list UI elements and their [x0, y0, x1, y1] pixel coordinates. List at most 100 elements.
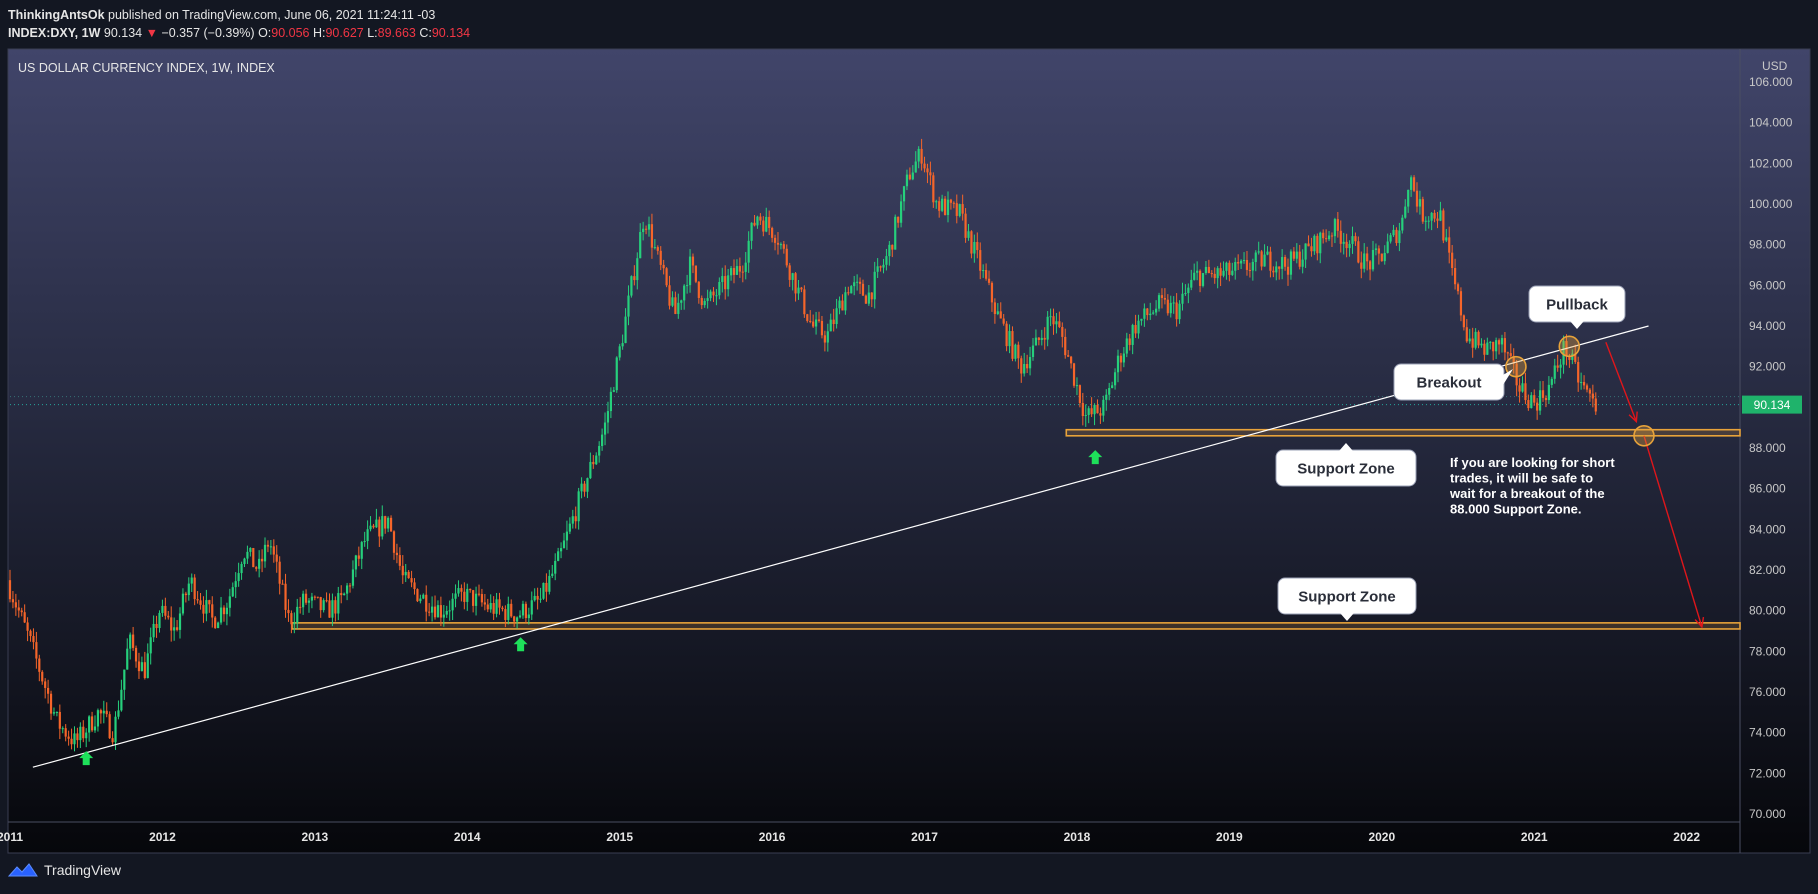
- candle-body: [1363, 253, 1366, 269]
- candle-body: [618, 346, 621, 358]
- candle-body: [1201, 273, 1205, 286]
- candle-body: [1263, 254, 1266, 267]
- candle-body: [1503, 338, 1507, 353]
- candle-body: [96, 710, 100, 727]
- candle-body: [1389, 235, 1392, 242]
- candle-body: [536, 595, 539, 600]
- candle-body: [354, 555, 357, 570]
- candle-body: [864, 295, 868, 304]
- candle-body: [193, 577, 196, 600]
- low-label: L:: [367, 26, 378, 40]
- candle-body: [366, 529, 369, 542]
- candle-body: [231, 587, 234, 597]
- candle-body: [1111, 385, 1114, 389]
- candle-body: [1002, 318, 1005, 324]
- candle-body: [149, 637, 152, 654]
- candle-body: [1412, 177, 1416, 191]
- candle-body: [1559, 364, 1562, 368]
- candle-body: [580, 483, 583, 492]
- candle-body: [1348, 243, 1351, 249]
- candle-body: [946, 199, 950, 215]
- support-zone-1: [1065, 428, 1741, 437]
- candle-body: [70, 738, 73, 745]
- candle-body: [1093, 404, 1096, 415]
- candle-body: [545, 582, 548, 592]
- candle-body: [1248, 269, 1252, 271]
- note-line: wait for a breakout of the: [1449, 486, 1605, 501]
- candle-body: [375, 519, 378, 528]
- candle-body: [1251, 262, 1254, 271]
- candle-body: [1442, 210, 1445, 241]
- candle-body: [483, 602, 486, 605]
- candle-body: [1500, 338, 1504, 345]
- candle-body: [222, 607, 226, 615]
- candle-body: [715, 295, 718, 297]
- candle-body: [1445, 237, 1448, 241]
- candle-body: [1497, 340, 1501, 345]
- candle-body: [858, 281, 862, 284]
- candle-body: [1483, 343, 1486, 355]
- candle-body: [1143, 308, 1146, 319]
- candle-body: [1108, 388, 1111, 395]
- candle-body: [152, 623, 155, 638]
- candle-body: [372, 525, 375, 528]
- candle-body: [35, 642, 38, 659]
- candle-body: [457, 588, 460, 594]
- candle-body: [1040, 337, 1043, 340]
- candle-body: [568, 523, 571, 532]
- candle-body: [181, 593, 185, 614]
- candle-body: [879, 266, 882, 268]
- tradingview-logo-icon[interactable]: [8, 862, 38, 878]
- candle-body: [847, 292, 850, 294]
- candle-body: [1160, 295, 1164, 298]
- candle-body: [1222, 270, 1225, 276]
- candle-body: [967, 231, 970, 238]
- candle-body: [451, 598, 454, 611]
- time-axis[interactable]: 2011 2012 2013 2014 2015 2016 2017 2018 2019 2020…: [0, 830, 1700, 844]
- candle-body: [1521, 383, 1524, 392]
- candle-body: [1075, 385, 1079, 387]
- candle-body: [1366, 253, 1369, 262]
- x-tick-label: 2021: [1521, 830, 1548, 844]
- candle-body: [1433, 212, 1436, 219]
- candle-body: [1072, 363, 1076, 386]
- candle-body: [1316, 235, 1319, 254]
- candle-body: [1134, 325, 1137, 334]
- candle-body: [272, 546, 275, 555]
- candle-body: [436, 605, 440, 618]
- candle-body: [463, 591, 466, 602]
- candle-body: [1175, 302, 1178, 320]
- candle-body: [513, 616, 516, 622]
- candle-body: [331, 600, 334, 618]
- candle-body: [82, 726, 85, 739]
- candle-body: [586, 478, 589, 492]
- candle-body: [275, 554, 278, 562]
- candle-body: [29, 630, 32, 637]
- candle-body: [1386, 241, 1389, 253]
- candle-body: [1468, 338, 1471, 342]
- y-tick-label: 72.000: [1749, 766, 1786, 780]
- down-triangle-icon: ▼: [145, 26, 158, 40]
- candle-body: [524, 603, 527, 619]
- candle-body: [1421, 199, 1424, 222]
- candle-body: [407, 571, 410, 579]
- candle-body: [433, 606, 437, 618]
- high-label: H:: [312, 26, 326, 40]
- candle-body: [744, 262, 747, 272]
- author-name[interactable]: ThinkingAntsOk: [8, 8, 105, 22]
- footer-brand[interactable]: TradingView: [44, 862, 122, 878]
- candle-body: [642, 228, 645, 233]
- candle-body: [756, 216, 759, 226]
- candle-body: [1407, 189, 1410, 207]
- candle-body: [803, 289, 806, 315]
- candle-body: [911, 172, 914, 180]
- candle-body: [398, 555, 401, 566]
- candle-body: [208, 600, 211, 605]
- candle-body: [630, 276, 633, 296]
- candle-body: [1105, 394, 1108, 400]
- candle-body: [281, 583, 284, 585]
- trendline: [32, 325, 1649, 768]
- callouts: Support Zone Support Zone Breakout Pullback…: [1275, 285, 1626, 621]
- candle-body: [812, 321, 815, 327]
